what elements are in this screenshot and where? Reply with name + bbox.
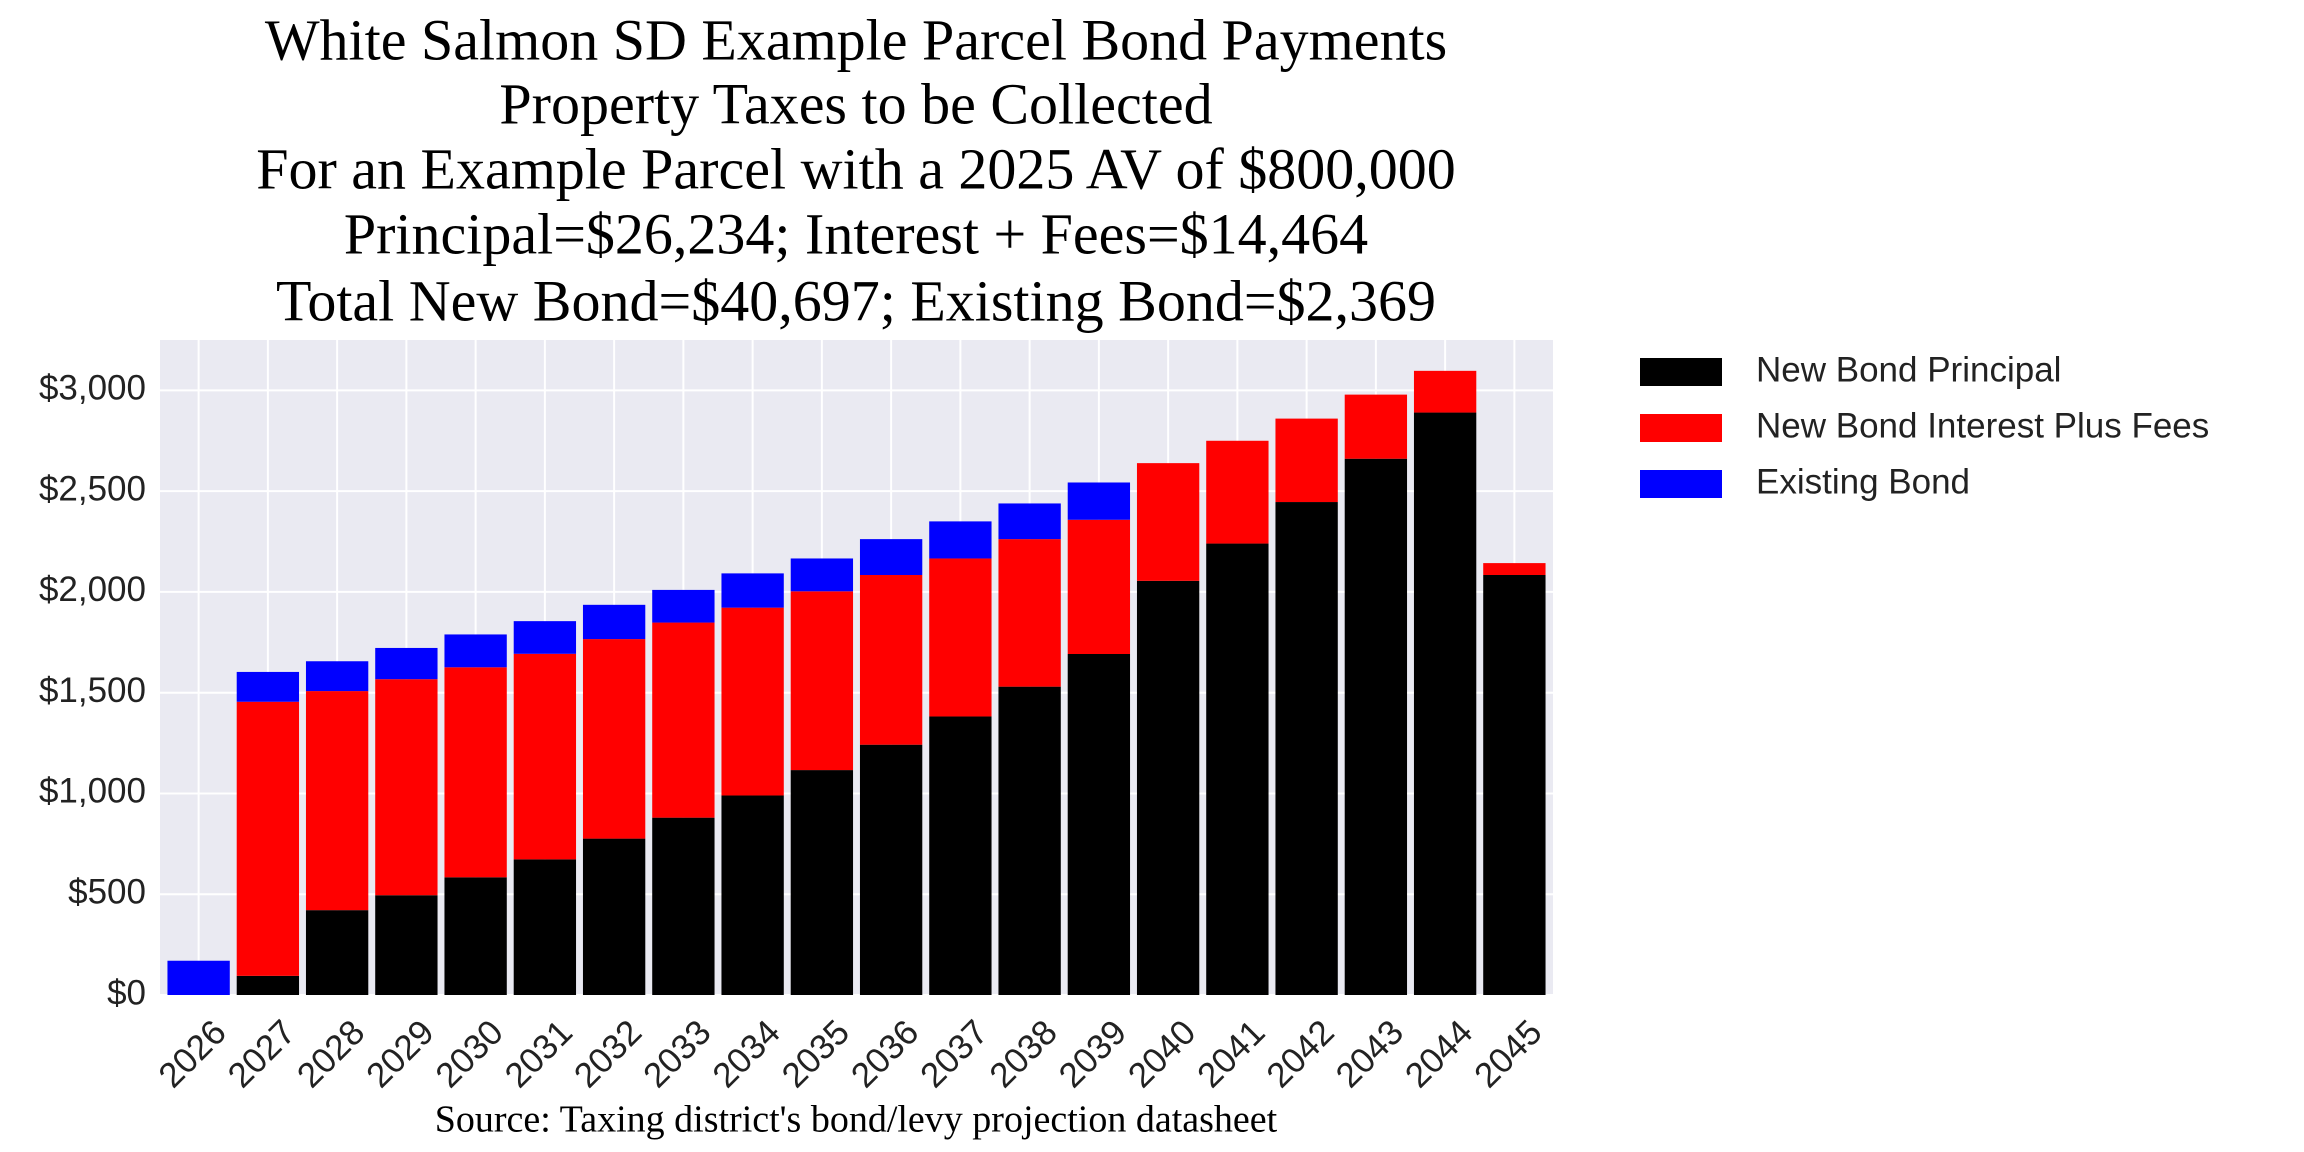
legend-swatch <box>1640 470 1722 498</box>
x-tick-label: 2034 <box>705 1013 788 1096</box>
bar-segment <box>375 647 438 680</box>
bar-segment <box>1483 563 1546 575</box>
chart-title: For an Example Parcel with a 2025 AV of … <box>256 136 1456 201</box>
x-tick-label: 2037 <box>913 1013 996 1096</box>
bar-segment <box>652 589 715 623</box>
x-tick-label: 2039 <box>1051 1013 1134 1096</box>
bar-segment <box>652 817 715 995</box>
bar-segment <box>375 895 438 995</box>
legend-swatch <box>1640 358 1722 386</box>
bar-segment <box>582 639 646 839</box>
x-tick-label: 2042 <box>1259 1013 1342 1096</box>
chart-title: White Salmon SD Example Parcel Bond Paym… <box>265 7 1447 72</box>
bar-segment <box>1136 580 1200 995</box>
bar-segment <box>444 877 507 995</box>
bar-segment <box>998 686 1061 995</box>
x-tick-label: 2032 <box>567 1013 650 1096</box>
legend-label: Existing Bond <box>1756 462 1970 501</box>
bar-segment <box>1344 394 1408 459</box>
x-tick-label: 2041 <box>1190 1013 1273 1096</box>
bar-segment <box>859 539 923 575</box>
bar-segment <box>444 634 507 668</box>
bar-segment <box>1206 543 1269 995</box>
bar-segment <box>582 838 646 995</box>
bar-segment <box>929 521 992 559</box>
bar-segment <box>582 604 646 640</box>
bar-segment <box>1067 482 1131 520</box>
bar-segment <box>859 744 923 995</box>
x-tick-label: 2045 <box>1467 1013 1550 1096</box>
bar-segment <box>1483 574 1546 995</box>
plot-area <box>160 340 1553 995</box>
chart-title: Property Taxes to be Collected <box>499 71 1212 136</box>
x-tick-label: 2035 <box>774 1013 857 1096</box>
x-tick-label: 2027 <box>220 1013 303 1096</box>
bar-segment <box>513 859 577 995</box>
bar-segment <box>1344 458 1408 995</box>
bar-segment <box>513 621 577 654</box>
bar-segment <box>375 679 438 896</box>
x-tick-label: 2031 <box>497 1013 580 1096</box>
x-tick-label: 2030 <box>428 1013 511 1096</box>
bar-segment <box>929 558 992 717</box>
bar-segment <box>859 574 923 745</box>
bar-segment <box>998 539 1061 687</box>
y-tick-label: $0 <box>107 973 146 1012</box>
bar-segment <box>1067 653 1131 995</box>
y-tick-label: $2,000 <box>39 570 146 609</box>
bar-segment <box>998 503 1061 540</box>
legend-swatch <box>1640 414 1722 442</box>
x-tick-label: 2026 <box>151 1013 234 1096</box>
bar-segment <box>721 573 784 608</box>
bar-segment <box>236 671 300 702</box>
bar-segment <box>1067 519 1131 654</box>
legend-label: New Bond Principal <box>1756 350 2061 389</box>
x-tick-label: 2028 <box>290 1013 373 1096</box>
bar-segment <box>305 661 369 692</box>
x-tick-label: 2038 <box>982 1013 1065 1096</box>
bar-segment <box>790 558 854 592</box>
bar-segment <box>790 591 854 771</box>
x-tick-label: 2044 <box>1398 1013 1481 1096</box>
bar-segment <box>790 770 854 995</box>
bar-segment <box>1413 370 1477 413</box>
bar-segment <box>513 653 577 860</box>
source-note: Source: Taxing district's bond/levy proj… <box>435 1099 1278 1141</box>
bar-segment <box>721 795 784 995</box>
bar-segment <box>721 607 784 796</box>
bar-segment <box>1413 412 1477 995</box>
bar-segment <box>444 667 507 878</box>
bar-segment <box>1206 440 1269 544</box>
bar-segment <box>1275 502 1338 995</box>
y-tick-label: $500 <box>68 872 146 911</box>
bar-segment <box>305 691 369 911</box>
bar-segment <box>236 701 300 976</box>
chart-title: Principal=$26,234; Interest + Fees=$14,4… <box>344 201 1368 266</box>
bar-segment <box>236 975 300 995</box>
bar-segment <box>1275 418 1338 503</box>
bar-segment <box>167 960 230 995</box>
y-tick-label: $2,500 <box>39 469 146 508</box>
x-tick-label: 2043 <box>1328 1013 1411 1096</box>
x-tick-label: 2033 <box>636 1013 719 1096</box>
x-tick-label: 2040 <box>1121 1013 1204 1096</box>
bar-segment <box>1136 463 1200 581</box>
y-tick-label: $1,500 <box>39 671 146 710</box>
bar-segment <box>652 622 715 818</box>
y-tick-label: $1,000 <box>39 772 146 811</box>
chart-title: Total New Bond=$40,697; Existing Bond=$2… <box>276 268 1436 333</box>
x-tick-label: 2029 <box>359 1013 442 1096</box>
x-tick-label: 2036 <box>844 1013 927 1096</box>
y-tick-label: $3,000 <box>39 369 146 408</box>
bar-segment <box>305 910 369 995</box>
legend-label: New Bond Interest Plus Fees <box>1756 406 2209 445</box>
bar-segment <box>929 716 992 995</box>
